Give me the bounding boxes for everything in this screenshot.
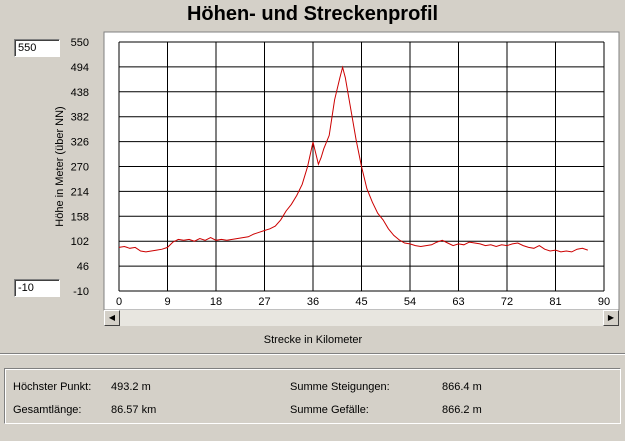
x-tick-label: 81 (549, 296, 561, 308)
elevation-line (118, 65, 588, 253)
sum-ascent-label: Summe Steigungen: (290, 381, 390, 393)
x-tick-label: 45 (355, 296, 367, 308)
y-tick-label: 270 (71, 162, 89, 174)
y-tick-label: 46 (77, 261, 89, 273)
max-point-label: Höchster Punkt: (13, 381, 92, 393)
scroll-left-icon[interactable]: ◀ (104, 310, 120, 326)
y-min-input[interactable]: -10 (14, 279, 60, 297)
y-tick-label: -10 (73, 286, 89, 298)
x-tick-label: 63 (452, 296, 464, 308)
x-tick-label: 36 (307, 296, 319, 308)
sum-descent-value: 866.2 m (442, 404, 482, 416)
y-tick-label: 326 (71, 137, 89, 149)
sum-ascent-value: 866.4 m (442, 381, 482, 393)
y-tick-label: 382 (71, 112, 89, 124)
sum-descent-label: Summe Gefälle: (290, 404, 369, 416)
divider (0, 353, 625, 355)
max-point-value: 493.2 m (111, 381, 151, 393)
y-tick-label: 214 (71, 186, 89, 198)
y-tick-label: 158 (71, 211, 89, 223)
x-tick-label: 72 (501, 296, 513, 308)
x-tick-label: 18 (210, 296, 222, 308)
x-tick-label: 9 (164, 296, 170, 308)
y-tick-label: 550 (71, 37, 89, 49)
chart-title: Höhen- und Streckenprofil (186, 3, 439, 25)
x-tick-label: 90 (598, 296, 610, 308)
y-tick-label: 494 (71, 62, 89, 74)
horizontal-scrollbar[interactable]: ◀ ▶ (104, 310, 619, 326)
total-length-value: 86.57 km (111, 404, 157, 416)
x-tick-label: 27 (258, 296, 270, 308)
y-max-input[interactable]: 550 (14, 39, 60, 57)
x-tick-label: 0 (116, 296, 122, 308)
total-length-label: Gesamtlänge: (13, 404, 82, 416)
stats-panel: Höchster Punkt: 493.2 m Gesamtlänge: 86.… (4, 368, 621, 424)
x-tick-label: 54 (404, 296, 416, 308)
y-axis-label: Höhe in Meter (über NN) (54, 106, 66, 226)
y-tick-label: 102 (71, 236, 89, 248)
y-tick-label: 438 (71, 87, 89, 99)
x-axis-label: Strecke in Kilometer (263, 334, 363, 346)
scroll-right-icon[interactable]: ▶ (603, 310, 619, 326)
